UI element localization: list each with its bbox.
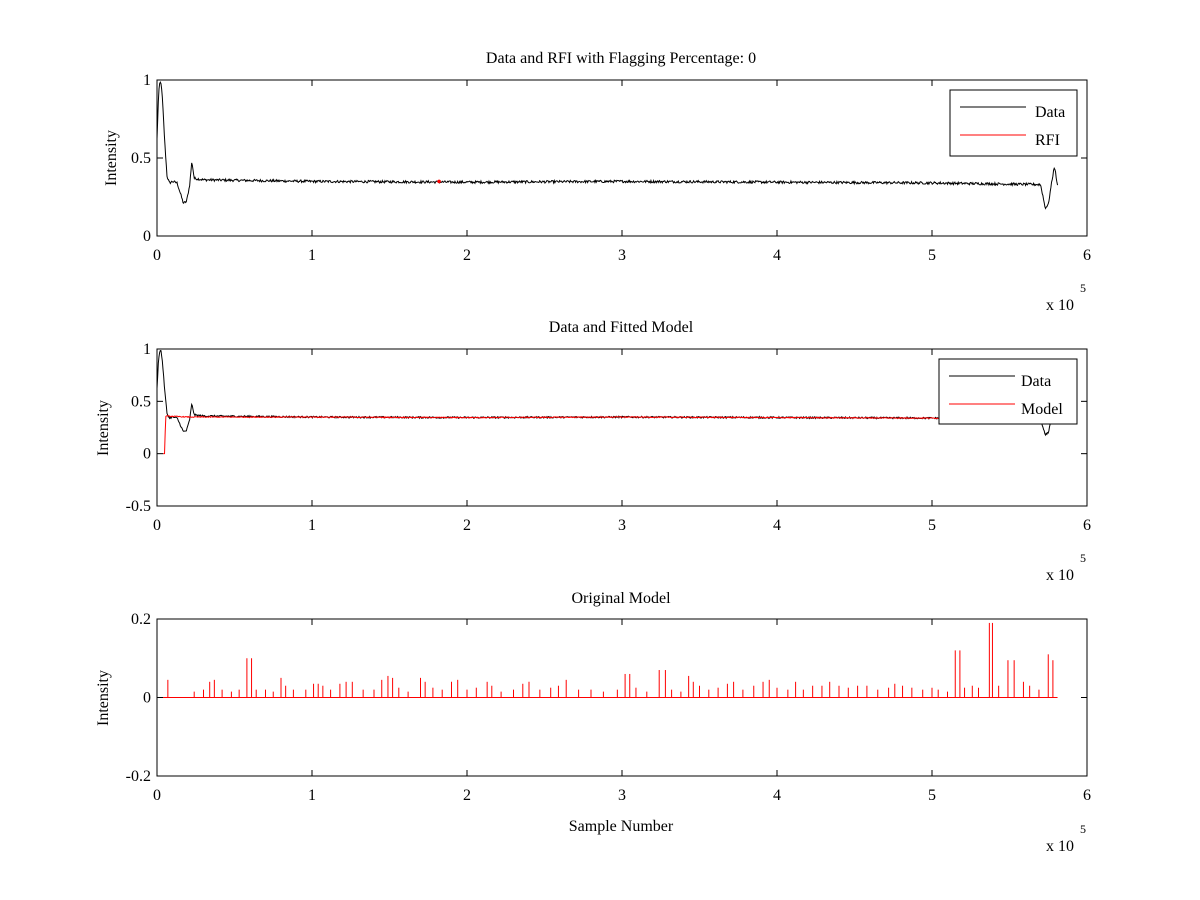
panel-3-xlabel: Sample Number (569, 818, 674, 835)
panel-3-xtick-label: 6 (1083, 787, 1091, 804)
panel-1-ylabel: Intensity (103, 130, 120, 186)
panel-1-x-multiplier-exponent: 5 (1080, 281, 1086, 295)
panel-2-plot-area (156, 350, 1059, 455)
panel-3-ytick-label: -0.2 (126, 768, 151, 785)
panel-1-xtick-label: 1 (308, 247, 316, 264)
panel-3-x-multiplier-exponent: 5 (1080, 822, 1086, 836)
panel-3-xtick-label: 1 (308, 787, 316, 804)
panel-1-xtick-label: 5 (928, 247, 936, 264)
panel-2-xtick-label: 1 (308, 517, 316, 534)
panel-3-ticks: 0 1 2 3 4 5 6-0.200.2 (126, 611, 1091, 804)
panel-1-ticks: 0 1 2 3 4 5 6 0 0.5 1 (131, 72, 1091, 264)
panel-1-plot-area (156, 81, 1059, 210)
panel-3-title: Original Model (571, 590, 671, 607)
panel-2-xtick-label: 5 (928, 517, 936, 534)
panel-2-xtick-label: 2 (463, 517, 471, 534)
panel-2-ytick-label: -0.5 (126, 498, 151, 515)
panel-1-xtick-label: 6 (1083, 247, 1091, 264)
panel-3-xtick-label: 5 (928, 787, 936, 804)
panel-3-xtick-label: 3 (618, 787, 626, 804)
panel-1-ytick-label: 0 (143, 228, 151, 245)
panel-1-series-data-line (156, 81, 1059, 210)
panel-3-xtick-label: 2 (463, 787, 471, 804)
panel-3-xtick-label: 4 (773, 787, 781, 804)
panel-1-x-multiplier: x 10 (1046, 297, 1074, 314)
panel-2-legend-model-label: Model (1021, 401, 1063, 418)
panel-1-ytick-label: 1 (143, 72, 151, 89)
panel-2-series-data-line (156, 350, 1059, 437)
panel-1-legend-box (949, 89, 1078, 157)
panel-3-x-multiplier: x 10 (1046, 838, 1074, 855)
panel-1: Data and RFI with Flagging Percentage: 0… (103, 50, 1091, 314)
panel-2-xtick-label: 0 (153, 517, 161, 534)
panel-2-title: Data and Fitted Model (549, 319, 694, 336)
panel-1-axes-frame (156, 79, 1088, 237)
panel-3-ylabel: Intensity (95, 670, 112, 726)
panel-2-xtick-label: 6 (1083, 517, 1091, 534)
panel-2-xtick-label: 4 (773, 517, 781, 534)
panel-1-series-rfi-point (437, 179, 441, 184)
panel-2-x-multiplier-exponent: 5 (1080, 551, 1086, 565)
panel-2-series-model-line (162, 415, 1058, 455)
panel-2: Data and Fitted Model Intensity 0 1 2 3 4 5 6 -… (95, 319, 1091, 584)
panel-1-xtick-label: 2 (463, 247, 471, 264)
panel-2-ticks: 0 1 2 3 4 5 6-0.500.51 (126, 341, 1091, 534)
panel-2-ylabel: Intensity (95, 400, 112, 456)
panel-3-plot-area (157, 622, 1058, 698)
panel-2-xtick-label: 3 (618, 517, 626, 534)
panel-3-ytick-label: 0 (143, 690, 151, 707)
panel-2-ytick-label: 0 (143, 446, 151, 463)
panel-1-legend-rfi-label: RFI (1035, 132, 1060, 149)
panel-1-legend: Data RFI (949, 89, 1078, 157)
panel-2-x-multiplier: x 10 (1046, 567, 1074, 584)
panel-3-xtick-label: 0 (153, 787, 161, 804)
panel-3: Original Model Intensity 0 1 2 3 4 5 6-0.200.2… (95, 590, 1091, 855)
panel-1-title: Data and RFI with Flagging Percentage: 0 (486, 50, 756, 67)
panel-2-ytick-label: 1 (143, 341, 151, 358)
panel-1-xtick-label: 0 (153, 247, 161, 264)
panel-3-ytick-label: 0.2 (131, 611, 151, 628)
panel-1-xtick-label: 3 (618, 247, 626, 264)
panel-2-ytick-label: 0.5 (131, 393, 151, 410)
panel-2-legend-box (938, 358, 1078, 425)
panel-2-legend-data-label: Data (1021, 373, 1051, 390)
panel-1-legend-data-label: Data (1035, 104, 1065, 121)
panel-2-legend: Data Model (938, 358, 1078, 425)
panel-1-ytick-label: 0.5 (131, 150, 151, 167)
panel-1-xtick-label: 4 (773, 247, 781, 264)
